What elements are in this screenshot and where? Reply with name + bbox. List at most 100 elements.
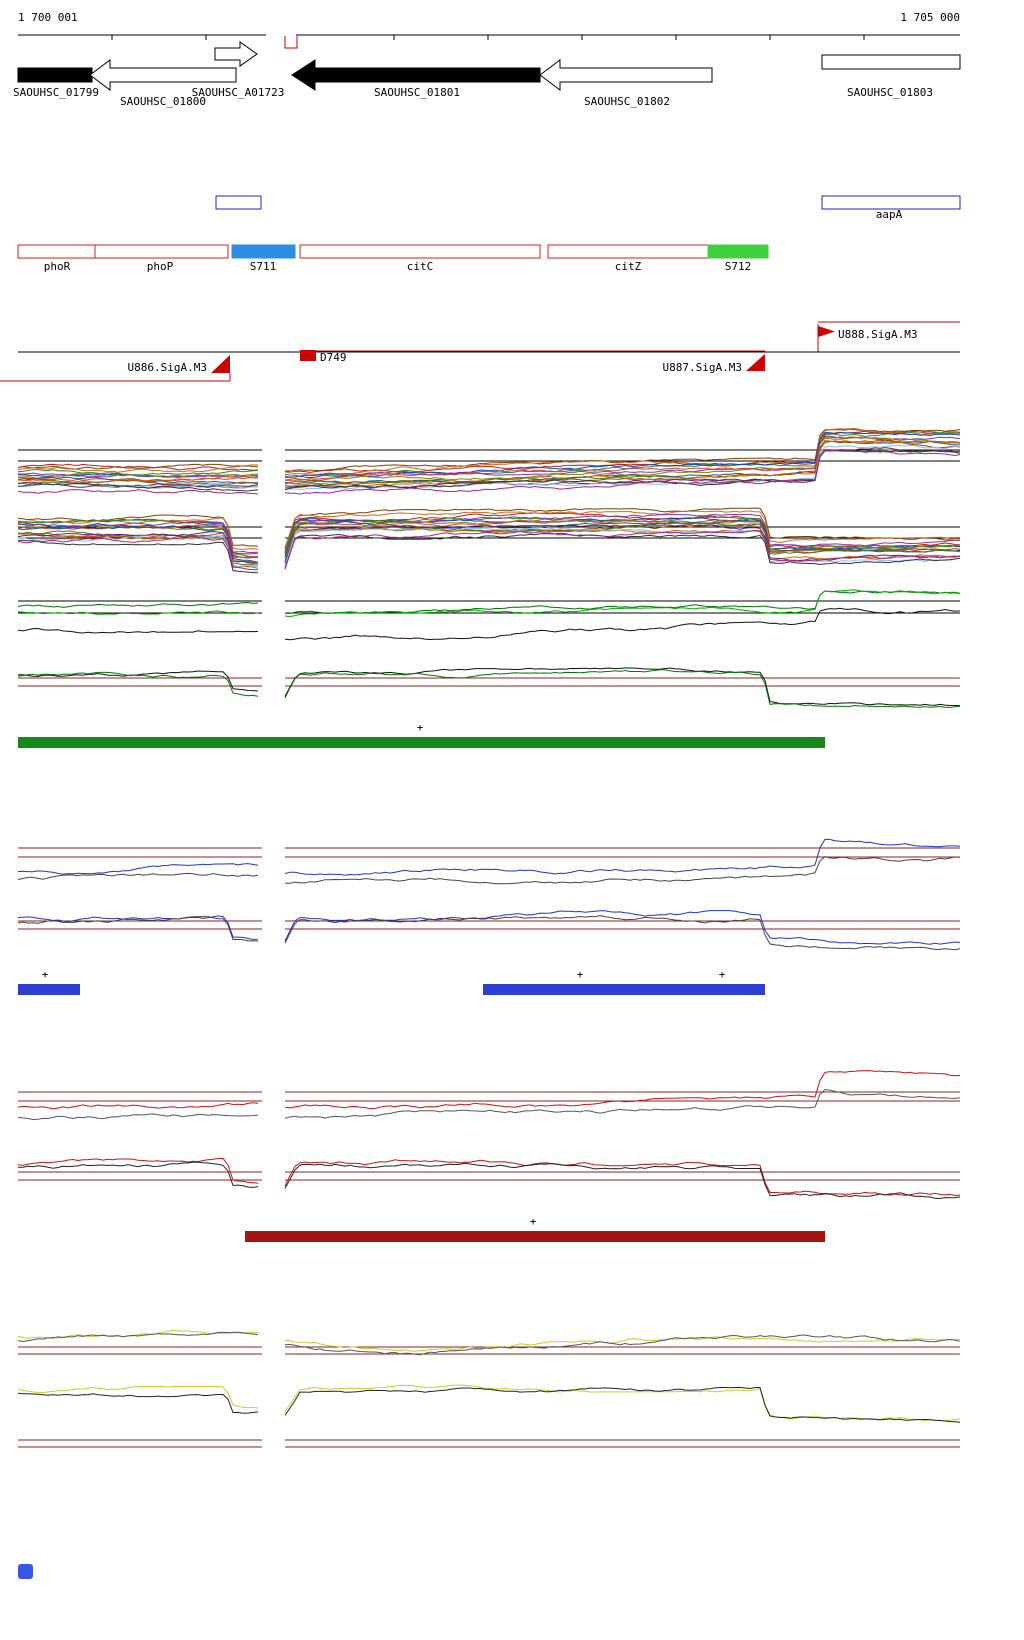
darkred-strand-bar[interactable]	[245, 1231, 825, 1242]
coverage-line	[284, 1334, 961, 1356]
coverage-line	[17, 671, 259, 697]
gene-saouhsc-01802[interactable]	[539, 59, 713, 91]
coverage-line	[17, 1113, 259, 1121]
coverage-line	[17, 872, 259, 880]
coverage-line	[284, 914, 961, 951]
coverage-line	[17, 525, 259, 563]
coverage-line	[284, 430, 961, 477]
coverage-line	[17, 1102, 259, 1110]
operon-label: S711	[250, 260, 277, 273]
gene-saouhsc-01800[interactable]	[89, 59, 237, 91]
coverage-line	[17, 1331, 259, 1343]
coverage-line	[17, 472, 259, 479]
ruler-start-label: 1 700 001	[18, 11, 78, 24]
gene-track: SAOUHSC_01799 SAOUHSC_01800 SAOUHSC_A017…	[13, 41, 961, 108]
gene-label: SAOUHSC_01799	[13, 86, 99, 99]
coverage-line	[284, 518, 961, 554]
operon-box-s712[interactable]	[707, 244, 769, 259]
coverage-line	[284, 440, 961, 487]
coverage-line	[284, 910, 961, 945]
gene-saouhsc-a01723[interactable]	[214, 41, 258, 67]
annotation-box[interactable]	[215, 195, 262, 210]
coverage-line	[17, 476, 259, 484]
tss-label: U887.SigA.M3	[663, 361, 742, 374]
coverage-line	[284, 526, 961, 563]
coverage-line	[285, 436, 961, 481]
coverage-line	[284, 1070, 961, 1110]
coverage-line	[17, 522, 259, 559]
coverage-line	[284, 856, 961, 885]
coverage-line	[284, 1384, 961, 1422]
coverage-line	[17, 539, 259, 574]
coverage-line	[284, 513, 961, 555]
green-strand-bar[interactable]	[18, 737, 825, 748]
tss-flag-u886-icon[interactable]	[211, 355, 230, 373]
coverage-line	[284, 449, 961, 495]
coverage-line	[17, 1392, 259, 1414]
tss-flag-u888-icon[interactable]	[818, 326, 835, 337]
blue-strand-bar-1[interactable]	[18, 984, 80, 995]
coverage-line	[284, 669, 961, 709]
coverage-line	[17, 520, 259, 554]
bottom-left-marker[interactable]	[18, 1564, 33, 1579]
coverage-line	[284, 522, 961, 562]
ruler-end-label: 1 705 000	[900, 11, 960, 24]
coverage-line	[284, 449, 961, 491]
gene-saouhsc-01801[interactable]	[291, 59, 541, 91]
gene-saouhsc-01803[interactable]	[821, 54, 961, 70]
coverage-line	[17, 469, 259, 476]
coverage-line	[17, 601, 259, 608]
coverage-line	[17, 1329, 259, 1339]
plus-mark: +	[530, 1215, 537, 1228]
coverage-line	[17, 1158, 259, 1184]
coverage-line	[284, 527, 961, 566]
operon-box-s711[interactable]	[231, 244, 296, 259]
blue-strand-bar-2[interactable]	[483, 984, 765, 995]
plus-mark: +	[417, 721, 424, 734]
coverage-line	[17, 482, 259, 492]
coverage-line	[284, 1159, 961, 1197]
operon-box-phor-phop[interactable]	[17, 244, 229, 259]
coverage-line	[17, 1385, 259, 1409]
gene-label: SAOUHSC_01800	[120, 95, 206, 108]
operon-box-citc[interactable]	[299, 244, 541, 259]
tss-track: U888.SigA.M3 U886.SigA.M3 D749 U887.SigA…	[0, 321, 960, 382]
tss-box-d749[interactable]	[300, 350, 316, 361]
operon-label: citZ	[615, 260, 642, 273]
gene-label: SAOUHSC_01802	[584, 95, 670, 108]
annotation-label: aapA	[876, 208, 903, 221]
tss-label: U886.SigA.M3	[128, 361, 207, 374]
operon-label: phoR	[44, 260, 71, 273]
coverage-line	[284, 1386, 961, 1423]
coverage-line	[17, 610, 259, 615]
coverage-line	[284, 1162, 961, 1200]
coverage-line	[284, 510, 961, 550]
tss-label: D749	[320, 351, 347, 364]
tss-label: U888.SigA.M3	[838, 328, 917, 341]
coverage-line	[284, 427, 961, 476]
gene-label: SAOUHSC_01803	[847, 86, 933, 99]
coverage-line	[284, 1336, 961, 1352]
gap-marker-icon	[284, 36, 298, 49]
operon-track: phoR phoP S711 citC citZ S712	[17, 244, 769, 273]
operon-label: phoP	[147, 260, 174, 273]
gene-label: SAOUHSC_A01723	[192, 86, 285, 99]
coverage-line	[284, 667, 961, 707]
coverage-line	[17, 489, 259, 495]
coverage-line	[17, 532, 259, 569]
annotation-box-aapa[interactable]	[821, 195, 961, 210]
coverage-line	[284, 512, 961, 550]
coverage-line	[17, 534, 259, 568]
coverage-line	[284, 518, 961, 558]
plus-mark: +	[577, 968, 584, 981]
coverage-line	[284, 607, 961, 641]
coverage-line	[284, 436, 961, 481]
coverage-line	[284, 507, 961, 548]
coverage-line	[284, 1088, 961, 1119]
coverage-line	[284, 439, 961, 484]
operon-label: S712	[725, 260, 752, 273]
ruler: 1 700 001 1 705 000	[18, 11, 960, 49]
tss-flag-u887-icon[interactable]	[746, 354, 765, 371]
